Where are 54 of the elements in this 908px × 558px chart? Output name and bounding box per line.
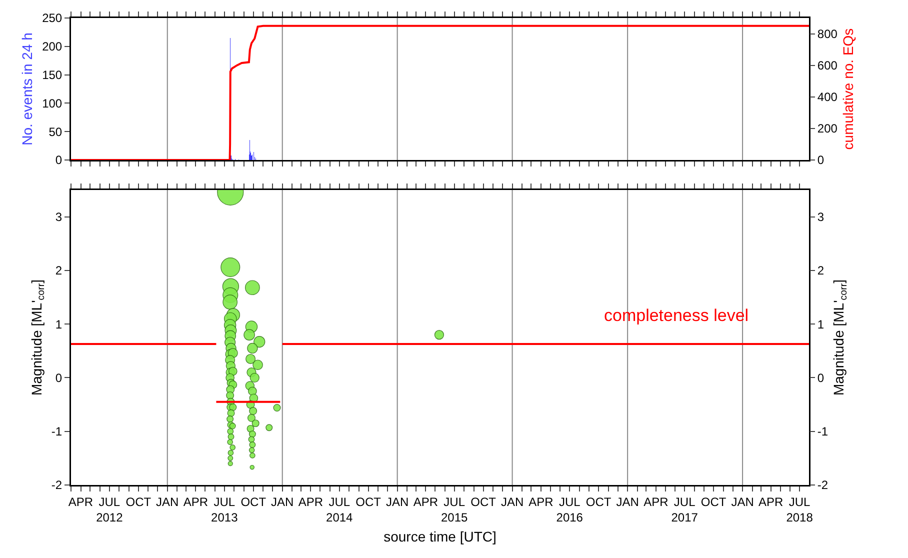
- y2-tick-label: 200: [817, 122, 838, 136]
- y-tick-label: -2: [51, 478, 62, 492]
- x-tick-label: APR: [644, 494, 669, 509]
- y2-tick-label: 0: [817, 153, 824, 168]
- x-tick-label: JAN: [271, 494, 294, 509]
- x-tick-label: OCT: [586, 494, 612, 509]
- x-tick-label: APR: [298, 494, 324, 509]
- y2-tick-label: 600: [817, 58, 838, 73]
- x-tick-label: APR: [758, 494, 784, 509]
- x-tick-label: JUL 2013: [211, 494, 238, 524]
- y2-tick-label: -2: [817, 478, 828, 492]
- x-tick-label: JAN: [386, 494, 409, 509]
- y2-axis-title: cumulative no. EQs: [840, 28, 856, 150]
- x-tick-label: OCT: [356, 494, 382, 509]
- y-tick-label: 200: [42, 40, 62, 54]
- y-tick-label: 0: [55, 370, 62, 385]
- y-tick-label: 2: [55, 264, 62, 278]
- x-tick-label: JUL 2017: [671, 494, 698, 524]
- y-tick-label: 3: [55, 210, 62, 224]
- y-tick-label: 0: [55, 153, 62, 168]
- x-tick-label: APR: [183, 494, 208, 509]
- x-tick-label: JAN: [156, 494, 179, 509]
- x-tick-label: JUL 2012: [96, 494, 124, 524]
- y-tick-label: -1: [51, 424, 62, 439]
- x-tick-label: JAN: [616, 494, 639, 509]
- x-tick-label: JUL 2018: [786, 494, 814, 524]
- y-tick-label: 250: [42, 11, 62, 26]
- y2-tick-label: 3: [817, 210, 824, 224]
- x-tick-label: JUL 2014: [326, 494, 354, 524]
- y2-tick-label: -1: [817, 424, 828, 439]
- x-tick-label: JUL 2016: [556, 494, 584, 524]
- y2-tick-label: 0: [817, 370, 824, 385]
- x-tick-label: APR: [68, 494, 94, 509]
- x-axis-title: source time [UTC]: [384, 528, 496, 545]
- y2-tick-label: 1: [817, 317, 824, 332]
- line-series: [71, 24, 809, 160]
- x-tick-label: OCT: [470, 494, 497, 509]
- x-tick-label: APR: [413, 494, 438, 509]
- y-tick-label: 50: [48, 124, 62, 139]
- x-tick-label: OCT: [700, 494, 727, 509]
- y2-tick-label: 2: [817, 264, 824, 278]
- y2-tick-label: 800: [817, 26, 838, 41]
- x-tick-label: OCT: [126, 494, 152, 509]
- x-tick-label: JAN: [731, 494, 754, 509]
- x-tick-label: APR: [528, 494, 554, 509]
- annotation: completeness level: [604, 306, 749, 325]
- x-tick-label: JAN: [500, 494, 524, 509]
- x-tick-label: JUL 2015: [440, 494, 468, 524]
- x-tick-label: OCT: [240, 494, 267, 509]
- y-tick-label: 150: [42, 68, 62, 82]
- y2-tick-label: 400: [817, 90, 838, 104]
- y-axis-title: No. events in 24 h: [18, 32, 35, 146]
- y-tick-label: 100: [42, 96, 62, 110]
- y-tick-label: 1: [55, 317, 62, 332]
